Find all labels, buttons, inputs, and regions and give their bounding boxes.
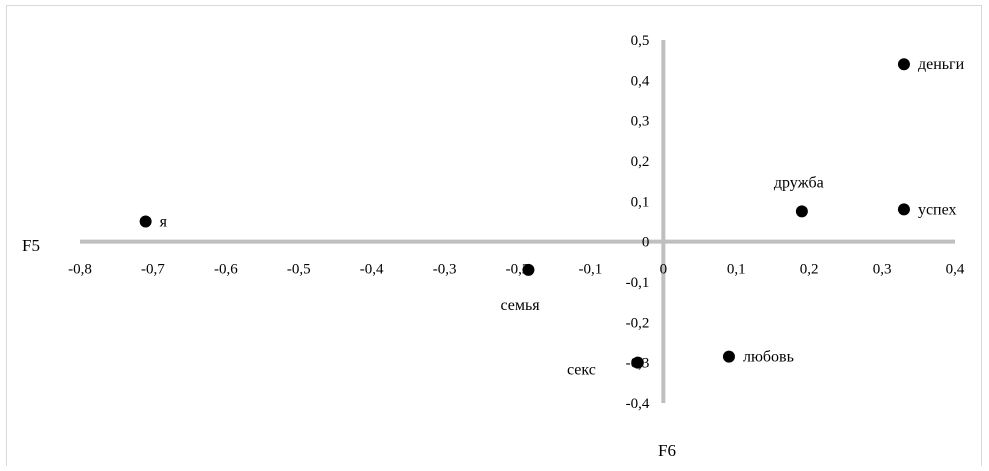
data-point-label: дружба	[774, 174, 824, 191]
y-tick-label: 0,1	[631, 194, 650, 210]
x-tick-label: 0,1	[727, 262, 746, 278]
data-point	[522, 263, 535, 276]
x-tick-label: -0,4	[360, 262, 384, 278]
data-point	[795, 205, 808, 218]
x-tick-label: 0,2	[800, 262, 819, 278]
y-tick-label: 0,3	[631, 114, 650, 130]
x-tick-label: -0,3	[433, 262, 457, 278]
y-tick-label: 0,5	[631, 33, 650, 49]
x-tick-label: -0,5	[287, 262, 311, 278]
x-tick-label: -0,2	[506, 262, 530, 278]
y-tick-label: 0	[642, 235, 650, 251]
data-point-label: любовь	[743, 349, 794, 366]
tick-labels: -0,8 -0,7 -0,6 -0,5 -0,4 -0,3 -0,2 -0,1 0 0,1 0,2 0…	[68, 33, 965, 412]
x-tick-label: -0,1	[579, 262, 603, 278]
y-axis-label: F6	[658, 441, 676, 460]
data-point-label: успех	[918, 201, 957, 218]
x-axis-label: F5	[22, 236, 40, 255]
y-tick-label: 0,4	[631, 73, 650, 89]
data-point	[139, 215, 152, 228]
data-point	[722, 350, 735, 363]
data-point	[897, 58, 910, 71]
data-point-label: семья	[500, 297, 540, 314]
x-tick-label: 0,3	[873, 262, 892, 278]
x-tick-label: 0	[660, 262, 668, 278]
x-tick-label: -0,8	[68, 262, 92, 278]
data-point	[897, 203, 910, 216]
data-point-label: секс	[567, 362, 596, 379]
data-point-label: я	[160, 214, 168, 231]
y-tick-label: -0,4	[626, 396, 650, 412]
x-tick-label: -0,6	[214, 262, 238, 278]
axes	[80, 40, 955, 403]
chart-border	[6, 5, 982, 471]
data-point-label: деньги	[918, 56, 965, 73]
y-tick-label: -0,2	[626, 315, 650, 331]
x-tick-label: -0,7	[141, 262, 165, 278]
x-tick-label: 0,4	[946, 262, 965, 278]
data-points: я деньги дружба успех семья секс любовь	[139, 56, 965, 379]
y-tick-label: 0,2	[631, 154, 650, 170]
data-point	[631, 356, 644, 369]
y-tick-label: -0,1	[626, 275, 650, 291]
